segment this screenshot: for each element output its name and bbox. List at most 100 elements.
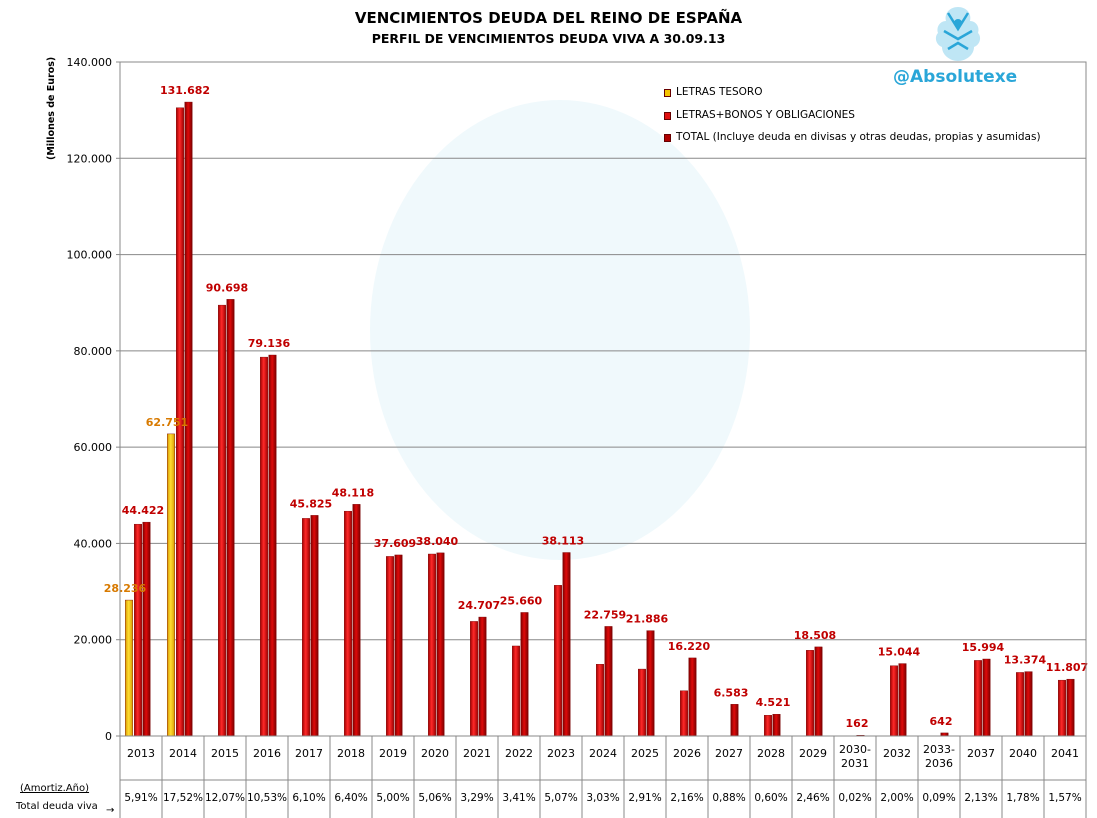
x-tick-label: 2036: [925, 757, 953, 770]
y-tick-label: 40.000: [74, 537, 113, 550]
row-label-total: Total deuda viva: [16, 801, 98, 812]
data-label: 44.422: [122, 504, 164, 517]
data-label: 38.040: [416, 535, 459, 548]
percent-cell: 2,46%: [796, 792, 829, 804]
percent-cell: 6,40%: [334, 792, 367, 804]
percent-cell: 3,29%: [460, 792, 493, 804]
bar-total: [436, 552, 445, 737]
y-tick-label: 140.000: [67, 56, 113, 69]
griffin-logo-icon: [935, 7, 981, 61]
x-tick-label: 2024: [589, 747, 617, 760]
data-label: 15.994: [962, 641, 1005, 654]
data-label: 90.698: [206, 281, 248, 294]
watermark: [370, 100, 750, 560]
bar-bonos: [302, 518, 310, 737]
bar-total: [142, 521, 151, 737]
bar-letras: [125, 599, 133, 737]
legend-item-bonos: LETRAS+BONOS Y OBLIGACIONES: [664, 109, 1041, 132]
y-tick-label: 80.000: [74, 345, 113, 358]
percent-cell: 10,53%: [247, 792, 287, 804]
x-tick-label: 2040: [1009, 747, 1037, 760]
percent-cell: 5,00%: [376, 792, 409, 804]
percent-cell: 0,09%: [922, 792, 955, 804]
percent-cell: 1,57%: [1048, 792, 1081, 804]
x-tick-label: 2023: [547, 747, 575, 760]
bar-bonos: [134, 523, 142, 737]
data-label: 79.136: [248, 337, 291, 350]
bars: [125, 101, 1075, 737]
x-tick-label: 2041: [1051, 747, 1079, 760]
bar-bonos: [764, 715, 772, 737]
bar-bonos: [638, 668, 646, 737]
x-tick-label: 2028: [757, 747, 785, 760]
legend-label: LETRAS TESORO: [676, 86, 763, 98]
data-label: 15.044: [878, 646, 921, 659]
x-tick-label: 2015: [211, 747, 239, 760]
percent-cell: 6,10%: [292, 792, 325, 804]
bar-total: [394, 554, 403, 737]
percent-cell: 1,78%: [1006, 792, 1039, 804]
legend-label: LETRAS+BONOS Y OBLIGACIONES: [676, 108, 855, 121]
arrow-icon: →: [106, 805, 115, 816]
data-label: 642: [930, 715, 953, 728]
x-tick-label: 2019: [379, 747, 407, 760]
data-label: 18.508: [794, 629, 836, 642]
data-label: 131.682: [160, 84, 210, 97]
bar-bonos: [344, 510, 352, 737]
row-label-amortiz: (Amortiz.Año): [20, 783, 90, 794]
data-label: 37.609: [374, 537, 416, 550]
bar-total: [646, 630, 655, 737]
x-tick-label: 2020: [421, 747, 449, 760]
bar-bonos: [428, 553, 436, 737]
percent-cell: 5,07%: [544, 792, 577, 804]
x-tick-label: 2031: [841, 757, 869, 770]
axes: 0 20.000 40.000 60.000 80.000 100.000 120.000 1…: [67, 56, 1087, 818]
x-tick-label: 2027: [715, 747, 743, 760]
percent-cell: 3,41%: [502, 792, 535, 804]
data-label: 25.660: [500, 594, 543, 607]
bar-bonos: [218, 304, 226, 737]
y-tick-label: 120.000: [67, 152, 113, 165]
brand-handle: @Absolutexe: [893, 67, 1018, 87]
gridlines: [120, 61, 1086, 641]
legend-swatch: [664, 111, 671, 120]
legend-item-total: TOTAL (Incluye deuda en divisas y otras …: [664, 131, 1041, 154]
bar-total: [352, 504, 361, 737]
bar-total: [268, 354, 277, 737]
bar-bonos: [596, 664, 604, 737]
bar-bonos: [974, 660, 982, 737]
data-label: 38.113: [542, 535, 584, 548]
bar-total: [814, 646, 823, 737]
bar-bonos: [1016, 672, 1024, 737]
data-label: 162: [846, 717, 869, 730]
x-tick-label: 2026: [673, 747, 701, 760]
percent-cell: 2,91%: [628, 792, 661, 804]
data-label: 11.807: [1046, 661, 1088, 674]
bar-total: [1066, 678, 1075, 737]
y-axis-label: (Millones de Euros): [46, 56, 57, 160]
bar-total: [772, 714, 781, 737]
legend-swatch: [664, 89, 671, 97]
x-tick-label: 2021: [463, 747, 491, 760]
percent-cell: 3,03%: [586, 792, 619, 804]
bar-total: [982, 658, 991, 737]
bar-total: [1024, 671, 1033, 737]
bar-total: [688, 657, 697, 737]
data-label: 48.118: [332, 486, 374, 499]
x-tick-label: 2018: [337, 747, 365, 760]
percent-cell: 2,16%: [670, 792, 703, 804]
bar-bonos: [1058, 679, 1066, 737]
legend-item-letras: LETRAS TESORO: [664, 86, 1041, 109]
bar-total: [520, 612, 529, 737]
x-tick-label: 2016: [253, 747, 281, 760]
percent-cell: 2,13%: [964, 792, 997, 804]
data-label: 28.236: [104, 582, 147, 595]
percent-cell: 2,00%: [880, 792, 913, 804]
y-tick-label: 100.000: [67, 249, 113, 262]
bar-bonos: [806, 650, 814, 737]
x-tick-label: 2033-: [923, 743, 955, 756]
data-label: 22.759: [584, 608, 626, 621]
bar-bonos: [470, 621, 478, 737]
y-tick-label: 20.000: [74, 634, 113, 647]
